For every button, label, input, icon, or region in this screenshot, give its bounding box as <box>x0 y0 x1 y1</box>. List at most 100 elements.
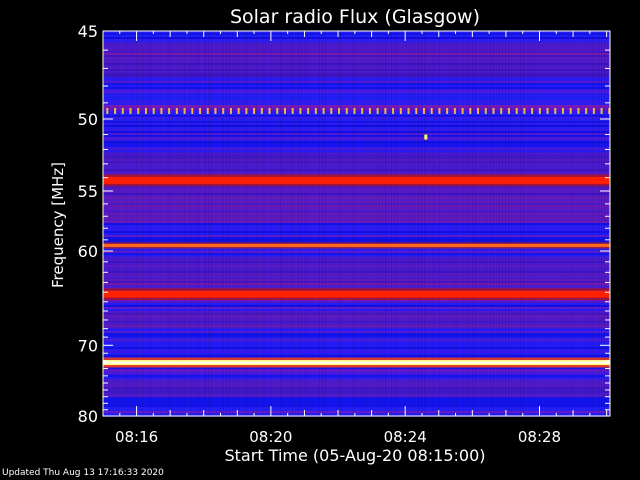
heatmap-row <box>103 81 610 83</box>
heatmap-row <box>103 137 610 139</box>
heatmap-row <box>103 167 610 169</box>
heatmap-streak <box>436 31 437 416</box>
burst-dot <box>538 108 541 114</box>
heatmap-row <box>103 325 610 327</box>
heatmap-streak <box>520 31 521 416</box>
heatmap-streak <box>409 31 410 416</box>
heatmap-row <box>103 263 610 265</box>
heatmap-region <box>103 311 610 329</box>
burst-dot <box>399 108 402 114</box>
heatmap-row <box>103 31 610 33</box>
heatmap-streak <box>391 31 392 416</box>
heatmap-row <box>103 135 610 137</box>
heatmap-streak <box>118 31 119 416</box>
heatmap-streak <box>412 31 413 416</box>
heatmap-row <box>103 265 610 267</box>
y-tick-label: 70 <box>78 336 98 355</box>
heatmap-row <box>103 211 610 213</box>
heatmap-region <box>103 42 610 78</box>
heatmap-streak <box>142 31 143 416</box>
heatmap-row <box>103 57 610 59</box>
burst-dot <box>361 108 364 114</box>
heatmap-row <box>103 399 610 401</box>
heatmap-streak <box>184 31 185 416</box>
heatmap-row <box>103 231 610 233</box>
heatmap-row <box>103 305 610 307</box>
burst-dot <box>191 108 194 114</box>
heatmap-row <box>103 329 610 331</box>
heatmap-row <box>103 101 610 103</box>
y-tick-label: 80 <box>78 407 98 426</box>
heatmap-streak <box>256 31 257 416</box>
heatmap-row <box>103 253 610 255</box>
heatmap-row <box>103 203 610 205</box>
burst-dot <box>600 108 603 114</box>
heatmap-streak <box>493 31 494 416</box>
heatmap-row <box>103 159 610 161</box>
heatmap-streak <box>223 31 224 416</box>
burst-dot <box>415 108 418 114</box>
update-timestamp: Updated Thu Aug 13 17:16:33 2020 <box>2 468 164 478</box>
heatmap-row <box>103 109 610 111</box>
heatmap-streak <box>265 31 266 416</box>
heatmap-row <box>103 217 610 219</box>
heatmap-row <box>103 125 610 127</box>
burst-dot <box>106 108 109 114</box>
burst-dot <box>183 108 186 114</box>
heatmap-row <box>103 91 610 93</box>
heatmap-streak <box>199 31 200 416</box>
emission-band <box>103 290 610 298</box>
heatmap-row <box>103 95 610 97</box>
heatmap-row <box>103 335 610 337</box>
burst-dot <box>330 108 333 114</box>
x-tick-label: 08:16 <box>115 428 158 446</box>
heatmap-streak <box>115 31 116 416</box>
heatmap-row <box>103 307 610 309</box>
burst-dot <box>561 108 564 114</box>
emission-band <box>103 361 610 364</box>
heatmap-streak <box>127 31 128 416</box>
heatmap-row <box>103 55 610 57</box>
burst-dot <box>276 108 279 114</box>
heatmap-row <box>103 275 610 277</box>
heatmap-row <box>103 391 610 393</box>
heatmap-region <box>103 152 610 223</box>
heatmap-row <box>103 313 610 315</box>
heatmap-row <box>103 169 610 171</box>
heatmap-region <box>103 379 610 397</box>
heatmap-streak <box>253 31 254 416</box>
heatmap-streak <box>388 31 389 416</box>
heatmap-streak <box>229 31 230 416</box>
heatmap-streak <box>496 31 497 416</box>
heatmap-row <box>103 397 610 399</box>
heatmap-row <box>103 273 610 275</box>
heatmap-streak <box>136 31 137 416</box>
heatmap-streak <box>463 31 464 416</box>
heatmap-streak <box>457 31 458 416</box>
heatmap-row <box>103 349 610 351</box>
heatmap-streak <box>322 31 323 416</box>
chart-title: Solar radio Flux (Glasgow) <box>230 6 480 28</box>
heatmap-row <box>103 339 610 341</box>
heatmap-row <box>103 111 610 113</box>
heatmap-streak <box>220 31 221 416</box>
burst-dot <box>376 108 379 114</box>
heatmap-row <box>103 103 610 105</box>
heatmap-row <box>103 93 610 95</box>
heatmap-streak <box>148 31 149 416</box>
heatmap-row <box>103 407 610 409</box>
heatmap-row <box>103 75 610 77</box>
heatmap-streak <box>304 31 305 416</box>
heatmap-streak <box>298 31 299 416</box>
heatmap-row <box>103 133 610 135</box>
heatmap-row <box>103 225 610 227</box>
heatmap-row <box>103 301 610 303</box>
burst-dot <box>222 108 225 114</box>
heatmap-streak <box>211 31 212 416</box>
burst-dot <box>453 108 456 114</box>
heatmap-row <box>103 287 610 289</box>
heatmap-row <box>103 67 610 69</box>
y-tick-label: 60 <box>78 242 98 261</box>
heatmap-row <box>103 409 610 411</box>
heatmap-row <box>103 249 610 251</box>
